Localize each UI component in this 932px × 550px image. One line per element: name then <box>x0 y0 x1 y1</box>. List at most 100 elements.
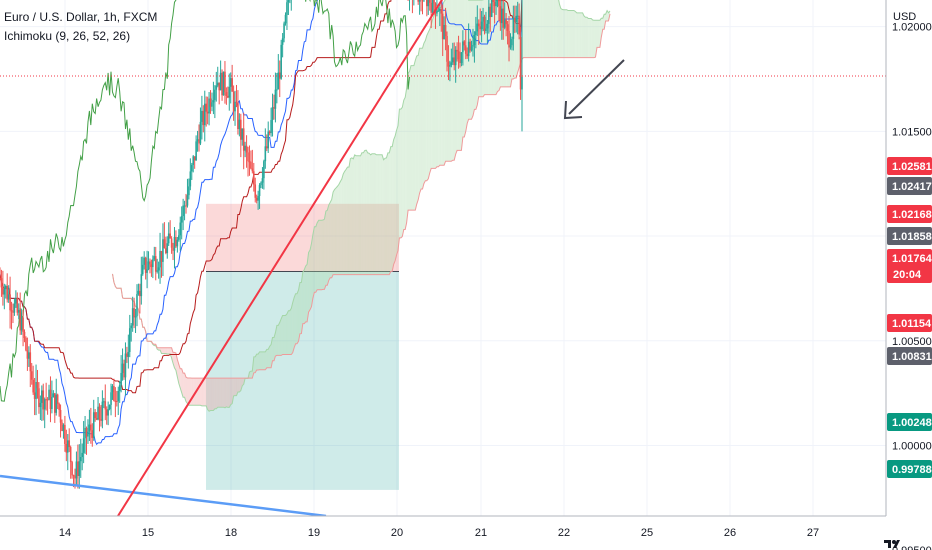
cloud-segment <box>457 0 459 151</box>
candle-body <box>130 325 133 329</box>
cloud-segment <box>320 220 322 290</box>
x-tick-label: 14 <box>59 527 71 539</box>
cloud-segment <box>399 109 401 238</box>
candle-body <box>152 259 154 268</box>
cloud-segment <box>223 378 225 408</box>
cloud-segment <box>317 220 319 290</box>
indicator-title: Ichimoku (9, 26, 52, 26) <box>4 29 131 43</box>
candle-body <box>172 247 174 251</box>
candle-body <box>502 8 505 28</box>
candle-body <box>472 44 474 47</box>
candle-body <box>85 427 88 437</box>
candle-body <box>196 139 199 142</box>
cloud-segment <box>572 10 574 58</box>
cloud-segment <box>315 222 318 293</box>
candle-body <box>185 205 187 207</box>
candle-body <box>251 168 254 172</box>
drawings[interactable] <box>0 0 886 534</box>
candle-body <box>189 171 192 187</box>
candle-body <box>127 351 130 357</box>
candle-body <box>493 2 496 7</box>
cloud-segment <box>552 0 554 58</box>
candle-body <box>202 110 205 126</box>
cloud-segment <box>426 32 429 181</box>
cloud-segment <box>292 297 295 353</box>
candle-body <box>428 0 431 3</box>
candle-body <box>12 311 14 313</box>
cloud-segment <box>550 0 553 58</box>
candle-body <box>489 6 492 18</box>
cloud-segment <box>193 378 195 406</box>
cloud-segment <box>217 378 220 408</box>
candle-body <box>28 352 30 359</box>
price-tag <box>887 157 932 175</box>
candle-body <box>0 278 3 288</box>
candle-body <box>17 309 20 313</box>
cloud-segment <box>340 179 342 275</box>
cloud-segment <box>180 368 182 393</box>
cloud-segment <box>347 167 349 275</box>
candle-body <box>46 399 49 401</box>
candle-body <box>506 24 509 31</box>
price-tag-countdown: 20:04 <box>893 269 922 281</box>
cloud-segment <box>395 130 397 261</box>
candle-body <box>110 392 112 405</box>
cloud-segment <box>207 378 210 412</box>
candle-body <box>286 2 288 15</box>
grid <box>0 0 886 550</box>
candle-body <box>447 61 450 67</box>
cloud-segment <box>565 9 567 58</box>
candle-body <box>16 298 19 313</box>
candle-body <box>133 308 135 318</box>
price-tag-value: 1.02168 <box>892 209 932 221</box>
candle-body <box>498 0 500 7</box>
candle-body <box>237 102 239 130</box>
candle-body <box>131 308 134 326</box>
candle-body <box>477 23 480 27</box>
candle-body <box>283 23 285 39</box>
candle-body <box>48 389 50 400</box>
position-zones[interactable] <box>206 0 593 490</box>
candle-body <box>66 440 69 453</box>
support-line[interactable] <box>0 474 327 518</box>
cloud-segment <box>325 210 328 286</box>
candle-body <box>33 392 36 399</box>
candle-body <box>121 363 124 373</box>
cloud-segment <box>174 352 176 371</box>
cloud-segment <box>324 211 326 290</box>
candle-body <box>439 9 441 11</box>
cloud-segment <box>220 378 223 408</box>
candle-body <box>38 388 40 408</box>
candle-body <box>501 8 503 24</box>
cloud-segment <box>459 0 462 151</box>
target-zone[interactable] <box>206 271 399 490</box>
cloud-segment <box>227 378 230 408</box>
annotation-arrow-head[interactable] <box>563 100 583 120</box>
cloud-segment <box>545 0 547 58</box>
candle-body <box>277 72 280 90</box>
cloud-segment <box>204 378 207 406</box>
y-tick-label: 1.00000 <box>892 441 932 453</box>
candle-body <box>162 239 164 262</box>
cloud-segment <box>464 0 466 137</box>
price-tag <box>887 460 932 478</box>
trend-line[interactable] <box>106 0 550 534</box>
x-tick-label: 27 <box>807 527 819 539</box>
cloud-segment <box>334 187 336 275</box>
candle-body <box>464 45 467 54</box>
cloud-segment <box>266 349 269 368</box>
cloud-segment <box>364 150 367 275</box>
cloud-segment <box>571 10 573 58</box>
candle-body <box>180 216 183 223</box>
candle-body <box>3 289 6 295</box>
cloud-segment <box>465 0 468 132</box>
y-tick-label: 1.01500 <box>892 126 932 138</box>
candle-body <box>147 261 150 270</box>
annotation-arrow[interactable] <box>568 59 625 115</box>
candle-body <box>113 386 115 401</box>
cloud-segment <box>237 378 240 393</box>
cloud-segment <box>425 35 427 181</box>
cloud-segment <box>526 0 528 58</box>
cloud-segment <box>291 302 293 355</box>
